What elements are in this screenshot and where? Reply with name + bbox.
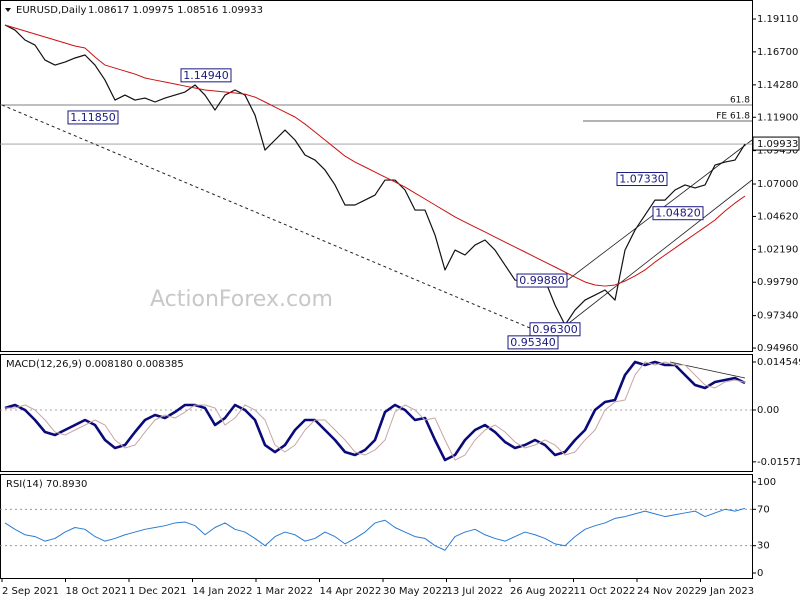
chart-subtitle: 1.08617 1.09975 1.08516 1.09933 [88,5,263,16]
rsi-panel-frame [0,474,753,579]
price-panel-frame [0,0,753,352]
series-line [4,24,746,326]
macd-panel-frame [0,354,753,472]
x-tick-label: 11 Oct 2022 [574,586,636,597]
y-tick-label: 1.04620 [757,211,798,222]
y-tick-label: 1.16700 [757,47,798,58]
macd-title: MACD(12,26,9) 0.008180 0.008385 [6,359,184,370]
annotation-box [652,206,704,221]
channel-line [559,179,753,331]
x-tick-label: 14 Jan 2022 [193,586,253,597]
x-tick-label: 2 Sep 2021 [2,586,59,597]
annotation-label: 0.99880 [519,274,565,287]
y-tick-label: 0.99790 [757,277,798,288]
y-tick-label: 1.07000 [757,179,798,190]
annotation-label: 0.96300 [532,323,578,336]
watermark: ActionForex.com [150,287,333,312]
annotation-box [67,110,119,125]
y-tick-label: 100 [757,477,776,488]
y-tick-label: 0.014549 [757,357,800,368]
annotation-box [616,172,668,187]
x-tick-label: 9 Jan 2023 [701,586,755,597]
y-tick-label: 0 [757,568,763,579]
x-tick-label: 1 Mar 2022 [256,586,313,597]
y-tick-label: 1.19110 [757,14,798,25]
series-line [4,360,746,462]
annotation-label: 0.95340 [510,336,556,349]
level-label: FE 61.8 [716,112,750,122]
y-tick-label: 1.02190 [757,245,798,256]
annotation-box [180,68,232,83]
x-tick-label: 14 Apr 2022 [320,586,382,597]
x-tick-label: 24 Nov 2022 [637,586,701,597]
last-price-box [752,136,800,151]
chart-title: EURUSD,Daily [16,5,87,16]
level-label: 61.8 [730,96,750,106]
y-tick-label: 1.11900 [757,112,798,123]
y-tick-label: 0.97340 [757,311,798,322]
rsi-title: RSI(14) 70.8930 [6,479,87,490]
y-tick-label: 1.14280 [757,80,798,91]
x-tick-label: 26 Aug 2022 [510,586,574,597]
series-line [5,361,746,461]
y-tick-label: 30 [757,541,770,552]
x-tick-label: 1 Dec 2021 [129,586,187,597]
annotation-label: 1.14940 [183,69,229,82]
x-tick-label: 13 Jul 2022 [447,586,504,597]
series-line [4,24,746,287]
y-tick-label: -0.015712 [757,457,800,468]
series-line [4,507,746,551]
y-tick-label: 1.09450 [757,146,798,157]
header-icon [5,8,11,12]
x-tick-label: 18 Oct 2021 [66,586,128,597]
last-price-label: 1.09933 [757,139,798,150]
annotation-box [516,273,568,288]
annotation-label: 1.11850 [70,111,116,124]
annotation-box [507,335,559,350]
y-tick-label: 0.00 [757,405,779,416]
y-tick-label: 70 [757,504,770,515]
y-tick-label: 0.94960 [757,343,798,354]
x-tick-label: 30 May 2022 [383,586,448,597]
annotation-label: 1.04820 [655,207,701,220]
annotation-label: 1.07330 [619,173,665,186]
